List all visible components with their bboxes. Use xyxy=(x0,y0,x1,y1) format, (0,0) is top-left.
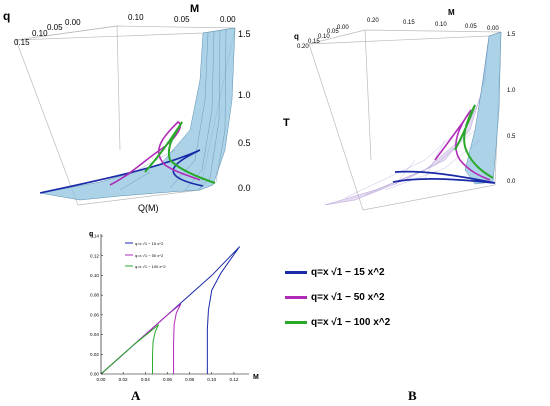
right-3d-curve-blue xyxy=(392,170,496,184)
left-3d-q-tick: 0.15 xyxy=(14,38,30,47)
legend-b-label-blue: q=x √1 − 15 x^2 xyxy=(311,266,385,278)
right-3d-curve-green xyxy=(454,104,494,179)
panel-label-a: A xyxy=(131,388,141,403)
chart-xlabel: M xyxy=(253,374,259,381)
series-line-blue xyxy=(100,246,240,375)
x-tick-label: 0.06 xyxy=(163,377,172,382)
chart-legend: q=x √1 − 15 x^2 q=x √1 − 50 x^2 q=x √1 −… xyxy=(125,241,166,269)
chart-ylabel: q xyxy=(89,231,93,238)
y-tick-label: 0.06 xyxy=(90,312,99,317)
legend-b-row: q=x √1 − 15 x^2 xyxy=(285,262,465,282)
right-3d-q-tick: 0.20 xyxy=(297,44,309,50)
left-3d-q-label: q xyxy=(3,9,10,23)
y-tick-label: 0.00 xyxy=(90,372,99,377)
x-tick-label: 0.04 xyxy=(141,377,150,382)
left-3d-plot: q 0.15 0.10 0.05 0.00 M 0.10 0.05 0.00 1… xyxy=(3,3,251,213)
left-3d-q-tick: 0.00 xyxy=(65,18,81,27)
legend-b-row: q=x √1 − 100 x^2 xyxy=(285,312,465,332)
left-3d-v-tick: 1.5 xyxy=(238,29,251,39)
legend-b-swatch-blue xyxy=(285,270,307,274)
left-3d-curve-blue xyxy=(39,149,204,194)
right-3d-m-tick: 0.05 xyxy=(465,24,477,30)
series-line-green xyxy=(100,324,160,375)
right-3d-m-tick: 0.10 xyxy=(435,22,447,28)
right-3d-t-label: T xyxy=(283,117,290,129)
x-tick-label: 0.10 xyxy=(207,377,216,382)
left-3d-q-tick: 0.10 xyxy=(32,29,48,38)
legend-b-label-magenta: q=x √1 − 50 x^2 xyxy=(311,291,385,303)
x-tick-label: 0.08 xyxy=(185,377,194,382)
left-3d-m-label: M xyxy=(190,3,199,15)
left-3d-curve-magenta xyxy=(109,121,201,186)
left-3d-m-tick: 0.10 xyxy=(128,13,144,22)
right-3d-v-tick: 1.5 xyxy=(507,32,516,38)
legend-entry-blue: q=x √1 − 15 x^2 xyxy=(135,241,164,246)
right-3d-q-tick: 0.00 xyxy=(337,25,349,31)
right-3d-m-tick: 0.15 xyxy=(403,20,415,26)
right-3d-v-tick: 0.0 xyxy=(507,179,516,185)
right-3d-v-tick: 0.5 xyxy=(507,134,516,140)
right-3d-q-tick: 0.15 xyxy=(308,39,320,45)
right-3d-surface xyxy=(464,31,502,185)
x-tick-label: 0.02 xyxy=(119,377,128,382)
y-tick-label: 0.02 xyxy=(90,352,99,357)
left-3d-bottom-label: Q(M) xyxy=(138,203,159,213)
legend-entry-magenta: q=x √1 − 50 x^2 xyxy=(135,253,164,258)
y-tick-label: 0.12 xyxy=(90,253,99,258)
right-3d-m-label: M xyxy=(448,8,455,17)
x-tick-label: 0.00 xyxy=(97,377,106,382)
left-3d-m-tick: 0.05 xyxy=(174,15,190,24)
legend-entry-green: q=x √1 − 100 x^2 xyxy=(135,264,166,269)
left-3d-q-tick: 0.05 xyxy=(47,23,63,32)
y-tick-label: 0.08 xyxy=(90,293,99,298)
panel-label-b: B xyxy=(408,388,417,403)
right-3d-v-tick: 1.0 xyxy=(507,88,516,94)
legend-b-swatch-magenta xyxy=(285,295,307,299)
legend-b-row: q=x √1 − 50 x^2 xyxy=(285,287,465,307)
left-3d-v-tick: 0.5 xyxy=(238,138,251,148)
right-3d-plot: q 0.20 0.15 0.10 0.05 0.00 M 0.20 0.15 0… xyxy=(283,8,516,211)
left-3d-surface xyxy=(39,27,236,201)
right-3d-curve-magenta xyxy=(434,109,491,181)
right-3d-m-tick: 0.20 xyxy=(367,18,379,24)
x-tick-label: 0.12 xyxy=(229,377,238,382)
y-tick-label: 0.10 xyxy=(90,273,99,278)
legend-b-label-green: q=x √1 − 100 x^2 xyxy=(311,316,391,328)
q-vs-m-chart: 0.00 0.02 0.04 0.06 0.08 0.10 0.12 0.00 0.02 0.04… xyxy=(89,231,259,382)
legend-b-swatch-green xyxy=(285,320,307,324)
right-3d-m-tick: 0.00 xyxy=(487,26,499,32)
y-tick-label: 0.04 xyxy=(90,332,99,337)
left-3d-curve-green xyxy=(144,121,216,184)
left-3d-v-tick: 0.0 xyxy=(238,183,251,193)
y-tick-label: 0.14 xyxy=(90,234,99,239)
left-3d-v-tick: 1.0 xyxy=(238,90,251,100)
right-3d-q-tick: 0.10 xyxy=(318,34,330,40)
right-3d-q-label: q xyxy=(294,32,299,41)
left-3d-m-tick: 0.00 xyxy=(220,15,236,24)
legend-b: q=x √1 − 15 x^2 q=x √1 − 50 x^2 q=x √1 −… xyxy=(285,262,465,337)
right-3d-q-tick: 0.05 xyxy=(327,29,339,35)
